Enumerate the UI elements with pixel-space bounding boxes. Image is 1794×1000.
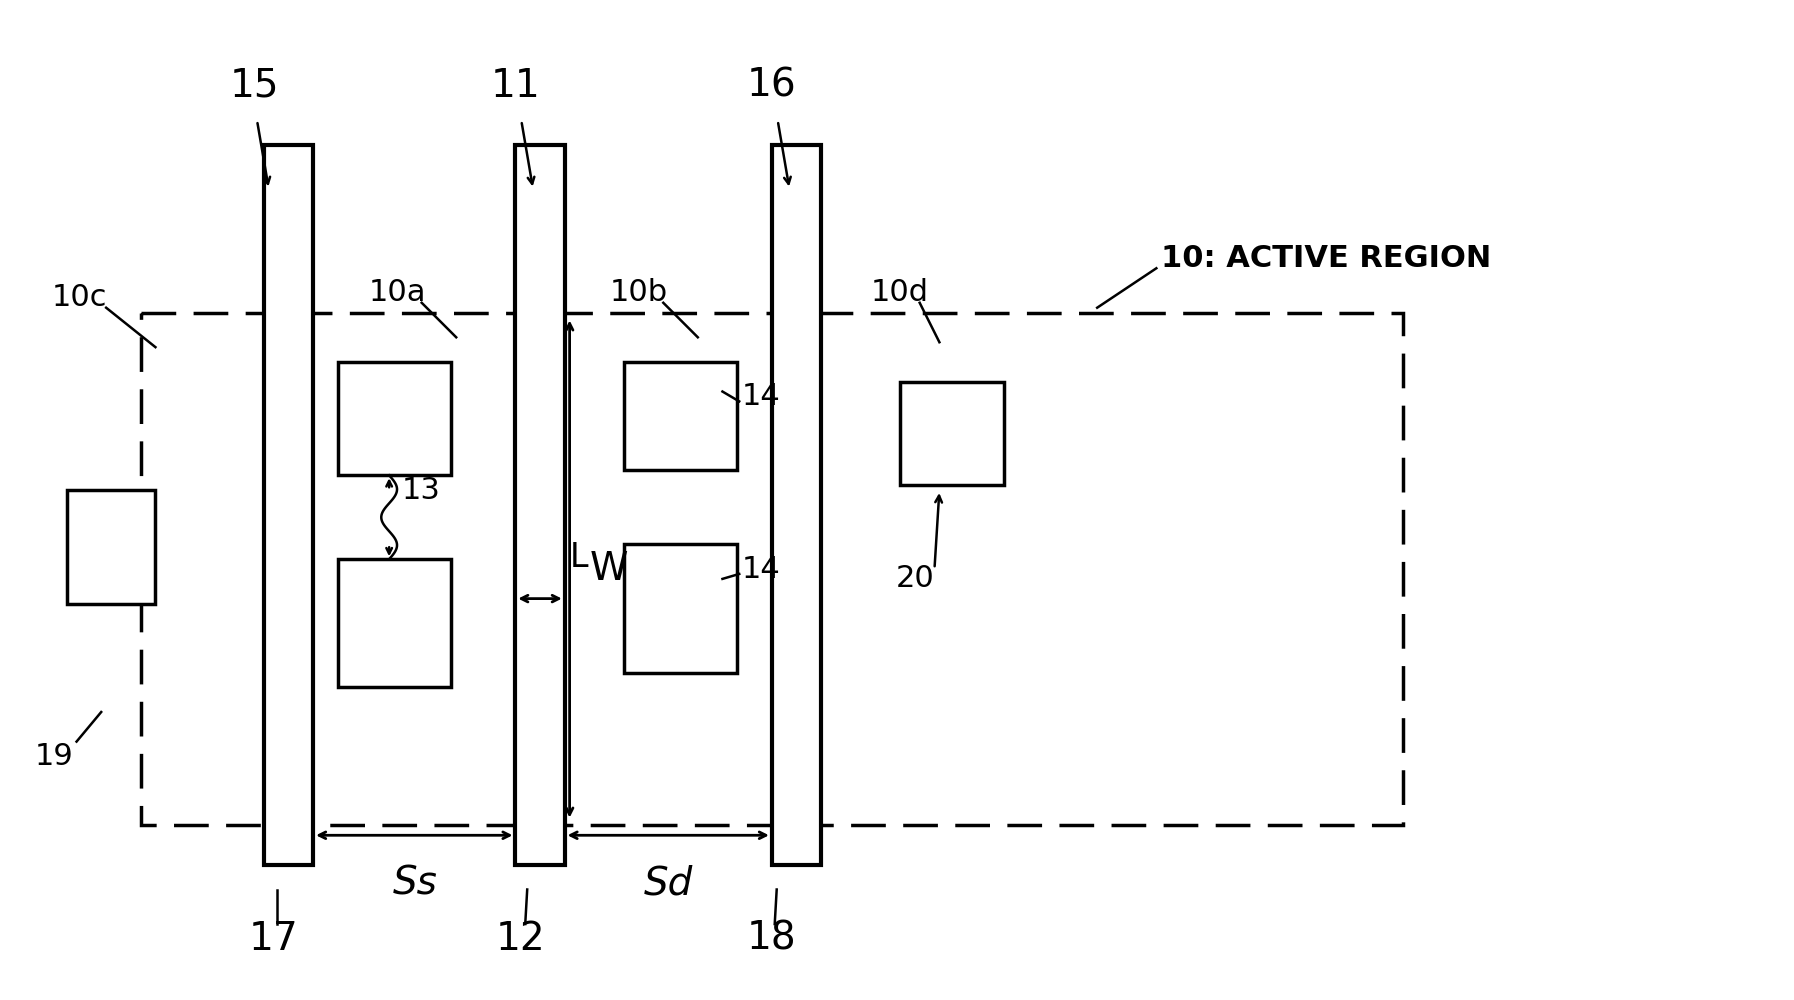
Text: 10b: 10b [610, 278, 667, 307]
Text: 15: 15 [230, 67, 278, 105]
Text: 10d: 10d [870, 278, 929, 307]
Text: 14: 14 [743, 555, 780, 584]
Text: 20: 20 [895, 564, 935, 593]
Bar [337, 362, 452, 475]
Text: 13: 13 [402, 476, 441, 505]
Bar [624, 544, 737, 673]
Text: Sd: Sd [644, 865, 692, 903]
Bar [264, 145, 314, 865]
Text: 14: 14 [743, 382, 780, 411]
Bar [66, 490, 156, 604]
Text: 18: 18 [746, 920, 797, 958]
Text: 16: 16 [746, 67, 797, 105]
Text: L: L [570, 541, 588, 574]
Bar [771, 145, 822, 865]
Bar [901, 382, 1003, 485]
Text: 17: 17 [249, 920, 298, 958]
Bar [515, 145, 565, 865]
Bar [337, 559, 452, 687]
Text: 10: ACTIVE REGION: 10: ACTIVE REGION [1161, 244, 1491, 273]
Text: 10a: 10a [368, 278, 425, 307]
Text: W: W [590, 550, 628, 588]
Text: 10c: 10c [52, 283, 108, 312]
Bar [624, 362, 737, 470]
Text: 19: 19 [34, 742, 74, 771]
Text: 12: 12 [495, 920, 545, 958]
Text: 11: 11 [490, 67, 540, 105]
Text: Ss: Ss [393, 865, 438, 903]
Bar [140, 313, 1403, 825]
